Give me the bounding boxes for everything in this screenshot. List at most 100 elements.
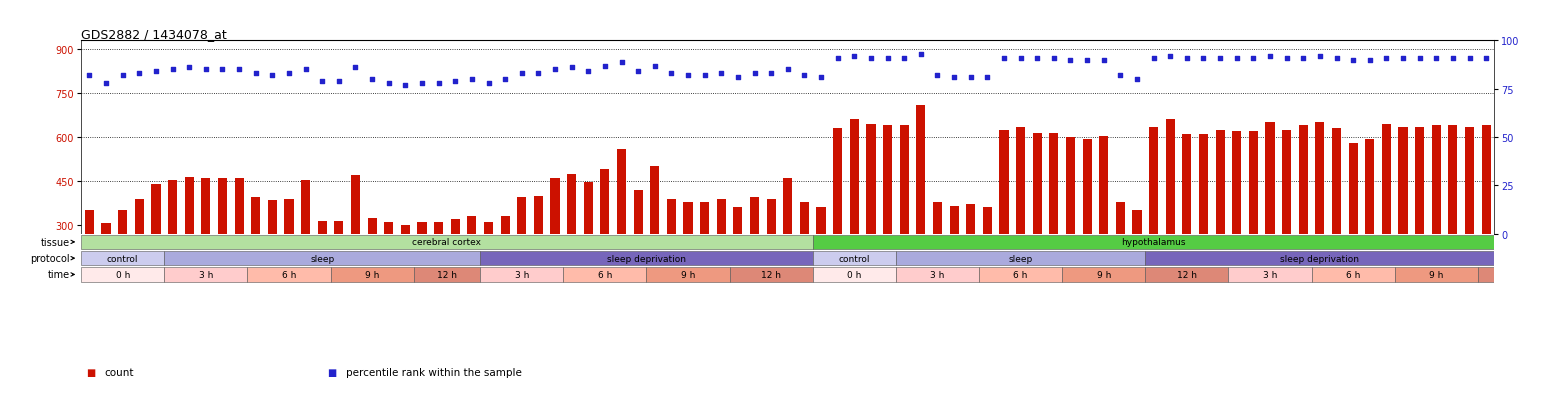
Bar xyxy=(601,170,610,313)
Bar xyxy=(933,202,942,313)
Point xyxy=(1108,73,1133,79)
Point xyxy=(1158,53,1182,60)
Bar xyxy=(1165,120,1175,313)
Point xyxy=(343,65,368,71)
Point xyxy=(526,71,551,77)
Bar xyxy=(766,199,775,313)
Point xyxy=(875,55,900,62)
Point xyxy=(576,69,601,76)
Point xyxy=(1190,55,1215,62)
Point xyxy=(111,73,136,79)
Text: 6 h: 6 h xyxy=(282,270,296,279)
Bar xyxy=(164,268,248,282)
Bar xyxy=(368,218,376,313)
Point xyxy=(376,81,401,87)
Point xyxy=(693,73,718,79)
Bar xyxy=(1200,135,1207,313)
Bar xyxy=(234,179,243,313)
Point xyxy=(426,81,451,87)
Bar xyxy=(1115,202,1125,313)
Bar xyxy=(1065,138,1075,313)
Point xyxy=(261,73,285,79)
Bar xyxy=(1016,128,1025,313)
Bar xyxy=(1228,268,1312,282)
Bar xyxy=(1477,268,1494,282)
Point xyxy=(658,71,683,77)
Text: 0 h: 0 h xyxy=(115,270,129,279)
Bar xyxy=(950,206,959,313)
Bar xyxy=(733,208,743,313)
Point xyxy=(94,81,119,87)
Bar xyxy=(251,198,261,313)
Point xyxy=(243,71,268,77)
Point xyxy=(543,67,568,74)
Bar xyxy=(119,211,128,313)
Bar xyxy=(683,202,693,313)
Point xyxy=(144,69,168,76)
Point xyxy=(161,67,186,74)
Text: 6 h: 6 h xyxy=(1346,270,1360,279)
Bar xyxy=(413,268,480,282)
Text: 9 h: 9 h xyxy=(1429,270,1443,279)
Point xyxy=(1390,55,1415,62)
Point xyxy=(1175,55,1200,62)
Bar xyxy=(800,202,810,313)
Bar xyxy=(1398,128,1407,313)
Bar xyxy=(813,268,895,282)
Point xyxy=(176,65,201,71)
Text: sleep: sleep xyxy=(1008,254,1033,263)
Bar xyxy=(151,185,161,313)
Bar xyxy=(1062,268,1145,282)
Bar xyxy=(84,211,94,313)
Bar xyxy=(1150,128,1158,313)
Point xyxy=(925,73,950,79)
Bar xyxy=(480,251,813,266)
Point xyxy=(360,76,385,83)
Point xyxy=(493,76,518,83)
Point xyxy=(326,78,351,85)
Point xyxy=(808,75,833,81)
Point xyxy=(1424,55,1449,62)
Bar xyxy=(816,208,825,313)
Bar xyxy=(480,268,563,282)
Bar xyxy=(966,205,975,313)
Point xyxy=(1008,55,1033,62)
Bar xyxy=(813,251,895,266)
Bar xyxy=(568,174,576,313)
Point xyxy=(626,69,651,76)
Text: 6 h: 6 h xyxy=(1014,270,1028,279)
Bar xyxy=(1312,268,1395,282)
Text: percentile rank within the sample: percentile rank within the sample xyxy=(346,367,523,377)
Bar xyxy=(351,176,360,313)
Bar xyxy=(451,220,460,313)
Bar xyxy=(1182,135,1192,313)
Text: 9 h: 9 h xyxy=(365,270,379,279)
Bar xyxy=(201,179,211,313)
Bar xyxy=(716,199,725,313)
Text: hypothalamus: hypothalamus xyxy=(1122,238,1186,247)
Point xyxy=(892,55,917,62)
Point xyxy=(558,65,583,71)
Bar xyxy=(750,198,760,313)
Point xyxy=(476,81,501,87)
Point xyxy=(310,78,335,85)
Bar xyxy=(484,223,493,313)
Text: 0 h: 0 h xyxy=(847,270,861,279)
Bar xyxy=(646,268,730,282)
Text: tissue: tissue xyxy=(41,237,70,247)
Text: 3 h: 3 h xyxy=(515,270,529,279)
Bar xyxy=(468,217,476,313)
Bar xyxy=(633,190,643,313)
Bar xyxy=(551,179,560,313)
Bar xyxy=(1215,131,1225,313)
Text: protocol: protocol xyxy=(30,254,70,263)
Bar xyxy=(730,268,813,282)
Bar xyxy=(1282,131,1292,313)
Text: control: control xyxy=(108,254,139,263)
Bar xyxy=(1432,126,1441,313)
Text: GDS2882 / 1434078_at: GDS2882 / 1434078_at xyxy=(81,28,226,41)
Point xyxy=(775,67,800,74)
Point xyxy=(1357,57,1382,64)
Point xyxy=(211,67,236,74)
Point xyxy=(1340,57,1365,64)
